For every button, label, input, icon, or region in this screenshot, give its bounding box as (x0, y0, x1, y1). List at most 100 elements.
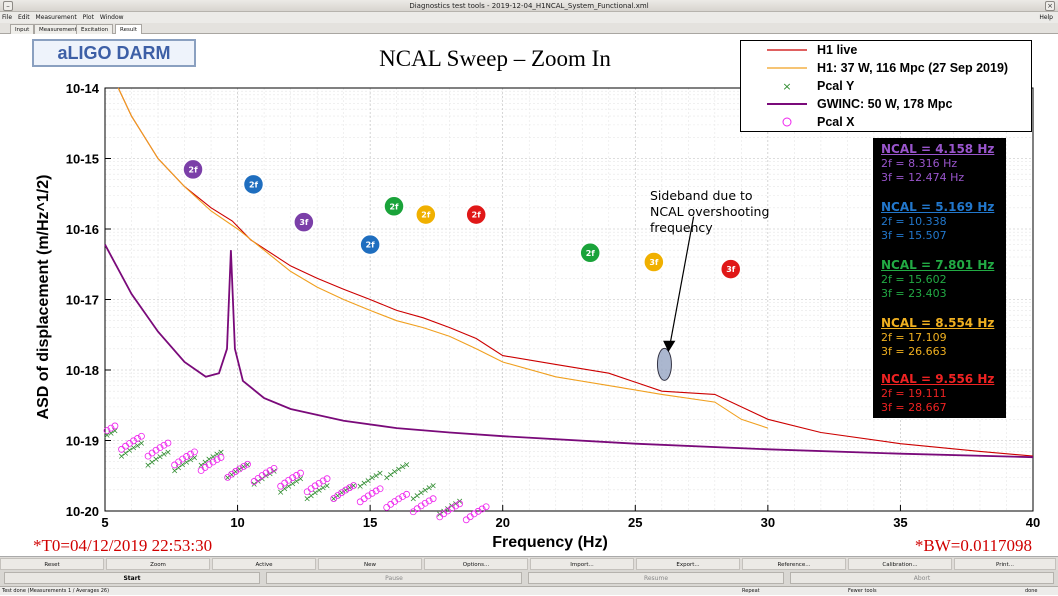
pcal-y-point: × (164, 448, 172, 458)
pcal-y-point: × (134, 441, 142, 451)
export-button[interactable]: Export... (636, 558, 740, 570)
pcal-y-point: × (126, 446, 134, 456)
annotation-arrow (669, 216, 695, 346)
pcal-y-point: × (201, 458, 209, 468)
legend-entry-gwinc: GWINC: 50 W, 178 Mpc (741, 95, 1031, 113)
pcal-x-point (409, 508, 417, 516)
abort-button[interactable]: Abort (790, 572, 1054, 584)
reset-button[interactable]: Reset (0, 558, 104, 570)
pcal-y-point: × (224, 473, 232, 483)
ncal-3f: 3f = 23.403 (881, 287, 947, 300)
pcal-x-point (130, 437, 137, 445)
zoom-button[interactable]: Zoom (106, 558, 210, 570)
print-button[interactable]: Print... (954, 558, 1056, 570)
pcal-x-point (293, 471, 300, 479)
pcal-x-point (421, 499, 429, 507)
ncal-2f: 2f = 19.111 (881, 387, 947, 400)
import-button[interactable]: Import... (530, 558, 634, 570)
pcal-x-point (376, 485, 384, 493)
ncal-2f: 2f = 10.338 (881, 215, 947, 228)
pcal-x-point (138, 432, 145, 440)
pcal-y-point: × (148, 458, 156, 468)
pcal-x-point (262, 469, 270, 477)
pause-button[interactable]: Pause (266, 572, 522, 584)
menu-file[interactable]: File (2, 14, 13, 21)
menu-help[interactable]: Help (1039, 14, 1053, 21)
pcal-x-point (372, 487, 380, 495)
pcal-y-point: × (152, 455, 160, 465)
active-button[interactable]: Active (212, 558, 316, 570)
legend-label: GWINC: 50 W, 178 Mpc (817, 97, 953, 111)
pcal-y-point: × (254, 477, 262, 487)
ncal-frequency-box: NCAL = 4.158 Hz 2f = 8.316 Hz 3f = 12.47… (873, 138, 1006, 418)
pcal-y-point: × (160, 450, 168, 460)
menu-plot[interactable]: Plot (82, 14, 94, 21)
start-button[interactable]: Start (4, 572, 260, 584)
reference-button[interactable]: Reference... (742, 558, 846, 570)
menu-measurement[interactable]: Measurement (35, 14, 77, 21)
svg-text:2f: 2f (389, 202, 399, 211)
ncal-harmonic-marker: 3f (719, 258, 742, 280)
ncal-harmonic-marker: 2f (182, 158, 204, 181)
pcal-y-point: × (107, 429, 115, 439)
minimize-icon[interactable]: – (3, 1, 13, 11)
legend-entry-pcal-x: Pcal X (741, 113, 1031, 131)
ncal-harmonic-marker: 2f (465, 203, 487, 226)
sideband-highlight (656, 347, 672, 381)
pcal-y-point: × (197, 461, 205, 471)
y-tick-label: 10-19 (66, 434, 99, 449)
pcal-y-point: × (364, 476, 372, 486)
pcal-y-point: × (262, 472, 270, 482)
pcal-x-point (187, 450, 194, 458)
menu-window[interactable]: Window (99, 14, 124, 21)
tab-excitation[interactable]: Excitation (76, 24, 114, 34)
new-button[interactable]: New (318, 558, 422, 570)
pcal-y-point: × (421, 486, 429, 496)
pcal-x-point (164, 439, 172, 447)
resume-button[interactable]: Resume (528, 572, 784, 584)
tab-measurement[interactable]: Measurement (34, 24, 82, 34)
svg-text:2f: 2f (421, 211, 431, 220)
pcal-y-point: × (293, 477, 301, 487)
y-tick-label: 10-15 (66, 152, 99, 167)
pcal-y-point: × (330, 495, 338, 505)
calibration-button[interactable]: Calibration... (848, 558, 952, 570)
ncal-harmonic-marker: 3f (643, 251, 665, 273)
svg-text:2f: 2f (366, 241, 376, 250)
legend-swatch (767, 49, 807, 51)
x-tick-label: 25 (628, 515, 642, 530)
svg-text:3f: 3f (299, 218, 309, 227)
pcal-x-point (107, 424, 115, 432)
pcal-y-point: × (217, 448, 225, 458)
ncal-2f: 2f = 8.316 Hz (881, 157, 958, 170)
tab-input[interactable]: Input (10, 24, 35, 34)
pcal-y-point: × (213, 450, 221, 460)
plot-title: NCAL Sweep – Zoom In (379, 46, 611, 71)
menu-edit[interactable]: Edit (17, 14, 30, 21)
pcal-x-point (356, 498, 364, 506)
pcal-x-point (270, 464, 278, 472)
pcal-y-point: × (138, 439, 146, 449)
svg-text:×: × (782, 80, 791, 93)
pcal-y-point: × (103, 431, 111, 441)
pcal-y-point: × (144, 461, 152, 471)
ncal-harmonic-marker: 2f (383, 195, 405, 218)
pcal-x-point (236, 465, 243, 473)
ncal-2f: 2f = 17.109 (881, 331, 947, 344)
pcal-y-point: × (297, 475, 305, 485)
x-tick-label: 35 (893, 515, 907, 530)
pcal-x-point (315, 479, 323, 487)
pcal-y-point: × (277, 488, 285, 498)
pcal-y-point: × (118, 452, 126, 462)
options-button[interactable]: Options... (424, 558, 528, 570)
pcal-y-point: × (303, 495, 311, 505)
legend-swatch (782, 117, 792, 127)
fewer-tools-toggle[interactable]: Fewer tools (848, 588, 877, 594)
tab-result[interactable]: Result (115, 24, 142, 34)
legend-entry-h1-live: H1 live (741, 41, 1031, 59)
pcal-y-point: × (258, 474, 266, 484)
pcal-y-point: × (448, 502, 456, 512)
pcal-x-point (474, 507, 482, 515)
pcal-y-point: × (209, 452, 217, 462)
close-icon[interactable]: × (1045, 1, 1055, 11)
